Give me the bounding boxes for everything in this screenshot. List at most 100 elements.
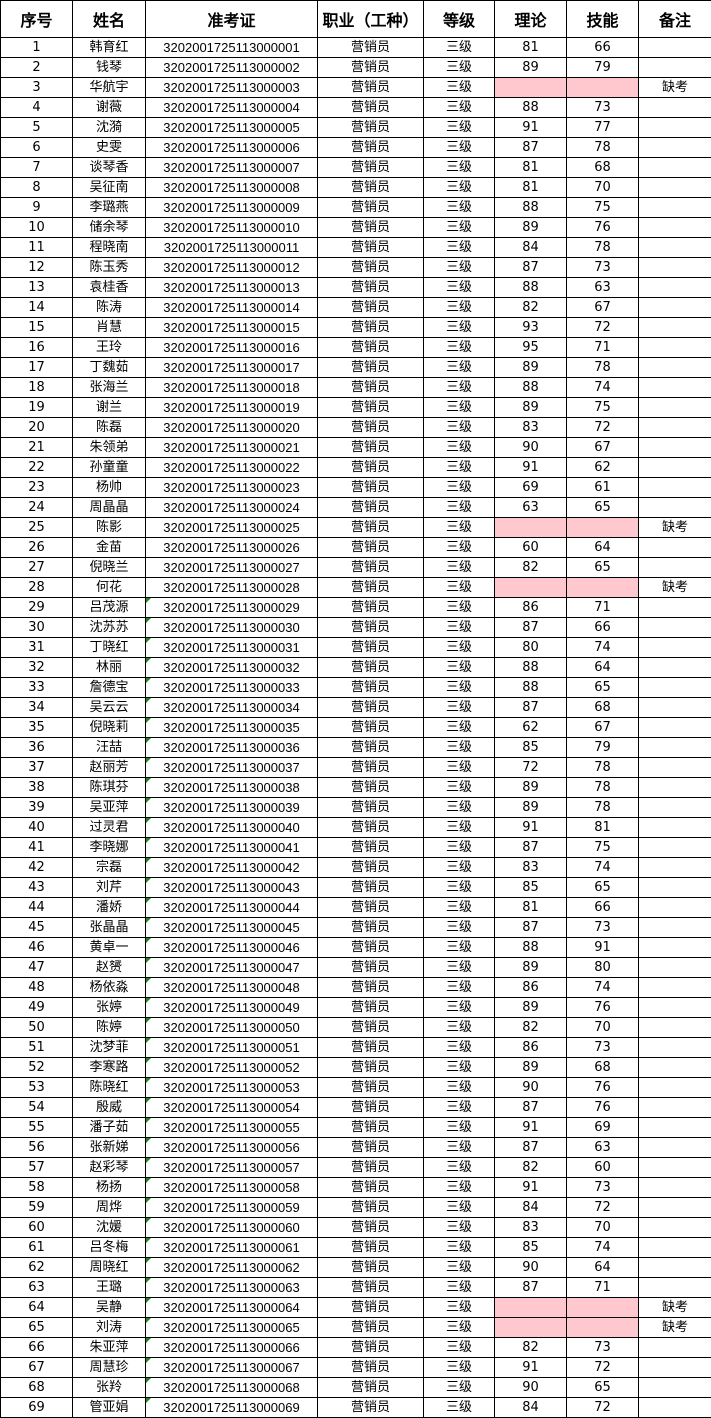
name-cell[interactable]: 殷威 bbox=[73, 1098, 146, 1118]
name-cell[interactable]: 吕茂源 bbox=[73, 598, 146, 618]
header-name[interactable]: 姓名 bbox=[73, 1, 146, 38]
skill-score-cell[interactable]: 68 bbox=[567, 158, 639, 178]
theory-score-cell[interactable]: 86 bbox=[495, 598, 567, 618]
theory-score-cell[interactable]: 82 bbox=[495, 558, 567, 578]
remark-cell[interactable] bbox=[639, 1218, 711, 1238]
seq-cell[interactable]: 61 bbox=[1, 1238, 73, 1258]
skill-score-cell[interactable]: 69 bbox=[567, 1118, 639, 1138]
exam-id-cell[interactable]: 3202001725113000014 bbox=[146, 298, 318, 318]
skill-score-cell[interactable]: 78 bbox=[567, 778, 639, 798]
exam-id-cell[interactable]: 3202001725113000041 bbox=[146, 838, 318, 858]
name-cell[interactable]: 谢兰 bbox=[73, 398, 146, 418]
seq-cell[interactable]: 39 bbox=[1, 798, 73, 818]
skill-score-cell[interactable]: 78 bbox=[567, 138, 639, 158]
skill-score-cell[interactable]: 64 bbox=[567, 658, 639, 678]
theory-score-cell[interactable]: 91 bbox=[495, 1358, 567, 1378]
remark-cell[interactable] bbox=[639, 58, 711, 78]
seq-cell[interactable]: 14 bbox=[1, 298, 73, 318]
theory-score-cell[interactable]: 84 bbox=[495, 1398, 567, 1418]
name-cell[interactable]: 赵丽芳 bbox=[73, 758, 146, 778]
occupation-cell[interactable]: 营销员 bbox=[318, 598, 424, 618]
remark-cell[interactable] bbox=[639, 958, 711, 978]
seq-cell[interactable]: 21 bbox=[1, 438, 73, 458]
occupation-cell[interactable]: 营销员 bbox=[318, 658, 424, 678]
skill-score-cell[interactable]: 75 bbox=[567, 398, 639, 418]
level-cell[interactable]: 三级 bbox=[424, 478, 495, 498]
skill-score-cell[interactable]: 77 bbox=[567, 118, 639, 138]
seq-cell[interactable]: 22 bbox=[1, 458, 73, 478]
level-cell[interactable]: 三级 bbox=[424, 918, 495, 938]
name-cell[interactable]: 张海兰 bbox=[73, 378, 146, 398]
occupation-cell[interactable]: 营销员 bbox=[318, 898, 424, 918]
occupation-cell[interactable]: 营销员 bbox=[318, 318, 424, 338]
seq-cell[interactable]: 6 bbox=[1, 138, 73, 158]
exam-id-cell[interactable]: 3202001725113000010 bbox=[146, 218, 318, 238]
occupation-cell[interactable]: 营销员 bbox=[318, 298, 424, 318]
skill-score-cell[interactable]: 60 bbox=[567, 1158, 639, 1178]
occupation-cell[interactable]: 营销员 bbox=[318, 1258, 424, 1278]
occupation-cell[interactable]: 营销员 bbox=[318, 338, 424, 358]
remark-cell[interactable] bbox=[639, 798, 711, 818]
occupation-cell[interactable]: 营销员 bbox=[318, 398, 424, 418]
occupation-cell[interactable]: 营销员 bbox=[318, 258, 424, 278]
theory-score-cell[interactable]: 84 bbox=[495, 238, 567, 258]
skill-score-cell[interactable]: 79 bbox=[567, 58, 639, 78]
exam-id-cell[interactable]: 3202001725113000044 bbox=[146, 898, 318, 918]
name-cell[interactable]: 黄卓一 bbox=[73, 938, 146, 958]
name-cell[interactable]: 吴亚萍 bbox=[73, 798, 146, 818]
remark-cell[interactable] bbox=[639, 838, 711, 858]
occupation-cell[interactable]: 营销员 bbox=[318, 1098, 424, 1118]
level-cell[interactable]: 三级 bbox=[424, 978, 495, 998]
theory-score-cell[interactable] bbox=[495, 578, 567, 598]
seq-cell[interactable]: 4 bbox=[1, 98, 73, 118]
theory-score-cell[interactable]: 90 bbox=[495, 1258, 567, 1278]
level-cell[interactable]: 三级 bbox=[424, 558, 495, 578]
skill-score-cell[interactable]: 68 bbox=[567, 1058, 639, 1078]
remark-cell[interactable] bbox=[639, 1178, 711, 1198]
level-cell[interactable]: 三级 bbox=[424, 698, 495, 718]
remark-cell[interactable] bbox=[639, 1018, 711, 1038]
level-cell[interactable]: 三级 bbox=[424, 1118, 495, 1138]
level-cell[interactable]: 三级 bbox=[424, 778, 495, 798]
name-cell[interactable]: 杨扬 bbox=[73, 1178, 146, 1198]
occupation-cell[interactable]: 营销员 bbox=[318, 938, 424, 958]
name-cell[interactable]: 管亚娟 bbox=[73, 1398, 146, 1418]
name-cell[interactable]: 王玲 bbox=[73, 338, 146, 358]
seq-cell[interactable]: 30 bbox=[1, 618, 73, 638]
remark-cell[interactable]: 缺考 bbox=[639, 78, 711, 98]
name-cell[interactable]: 谈琴香 bbox=[73, 158, 146, 178]
remark-cell[interactable] bbox=[639, 1118, 711, 1138]
seq-cell[interactable]: 53 bbox=[1, 1078, 73, 1098]
name-cell[interactable]: 丁魏茹 bbox=[73, 358, 146, 378]
remark-cell[interactable] bbox=[639, 458, 711, 478]
skill-score-cell[interactable]: 78 bbox=[567, 238, 639, 258]
theory-score-cell[interactable]: 91 bbox=[495, 818, 567, 838]
seq-cell[interactable]: 24 bbox=[1, 498, 73, 518]
occupation-cell[interactable]: 营销员 bbox=[318, 798, 424, 818]
seq-cell[interactable]: 59 bbox=[1, 1198, 73, 1218]
remark-cell[interactable]: 缺考 bbox=[639, 518, 711, 538]
name-cell[interactable]: 陈涛 bbox=[73, 298, 146, 318]
seq-cell[interactable]: 27 bbox=[1, 558, 73, 578]
skill-score-cell[interactable]: 73 bbox=[567, 1338, 639, 1358]
skill-score-cell[interactable]: 66 bbox=[567, 38, 639, 58]
skill-score-cell[interactable]: 65 bbox=[567, 1378, 639, 1398]
remark-cell[interactable] bbox=[639, 938, 711, 958]
skill-score-cell[interactable]: 73 bbox=[567, 918, 639, 938]
seq-cell[interactable]: 10 bbox=[1, 218, 73, 238]
exam-id-cell[interactable]: 3202001725113000063 bbox=[146, 1278, 318, 1298]
theory-score-cell[interactable]: 90 bbox=[495, 1378, 567, 1398]
occupation-cell[interactable]: 营销员 bbox=[318, 1018, 424, 1038]
remark-cell[interactable] bbox=[639, 778, 711, 798]
skill-score-cell[interactable]: 67 bbox=[567, 298, 639, 318]
exam-id-cell[interactable]: 3202001725113000050 bbox=[146, 1018, 318, 1038]
occupation-cell[interactable]: 营销员 bbox=[318, 918, 424, 938]
remark-cell[interactable] bbox=[639, 198, 711, 218]
exam-id-cell[interactable]: 3202001725113000057 bbox=[146, 1158, 318, 1178]
exam-id-cell[interactable]: 3202001725113000051 bbox=[146, 1038, 318, 1058]
level-cell[interactable]: 三级 bbox=[424, 718, 495, 738]
name-cell[interactable]: 吴静 bbox=[73, 1298, 146, 1318]
level-cell[interactable]: 三级 bbox=[424, 1198, 495, 1218]
theory-score-cell[interactable]: 87 bbox=[495, 838, 567, 858]
skill-score-cell[interactable] bbox=[567, 1298, 639, 1318]
